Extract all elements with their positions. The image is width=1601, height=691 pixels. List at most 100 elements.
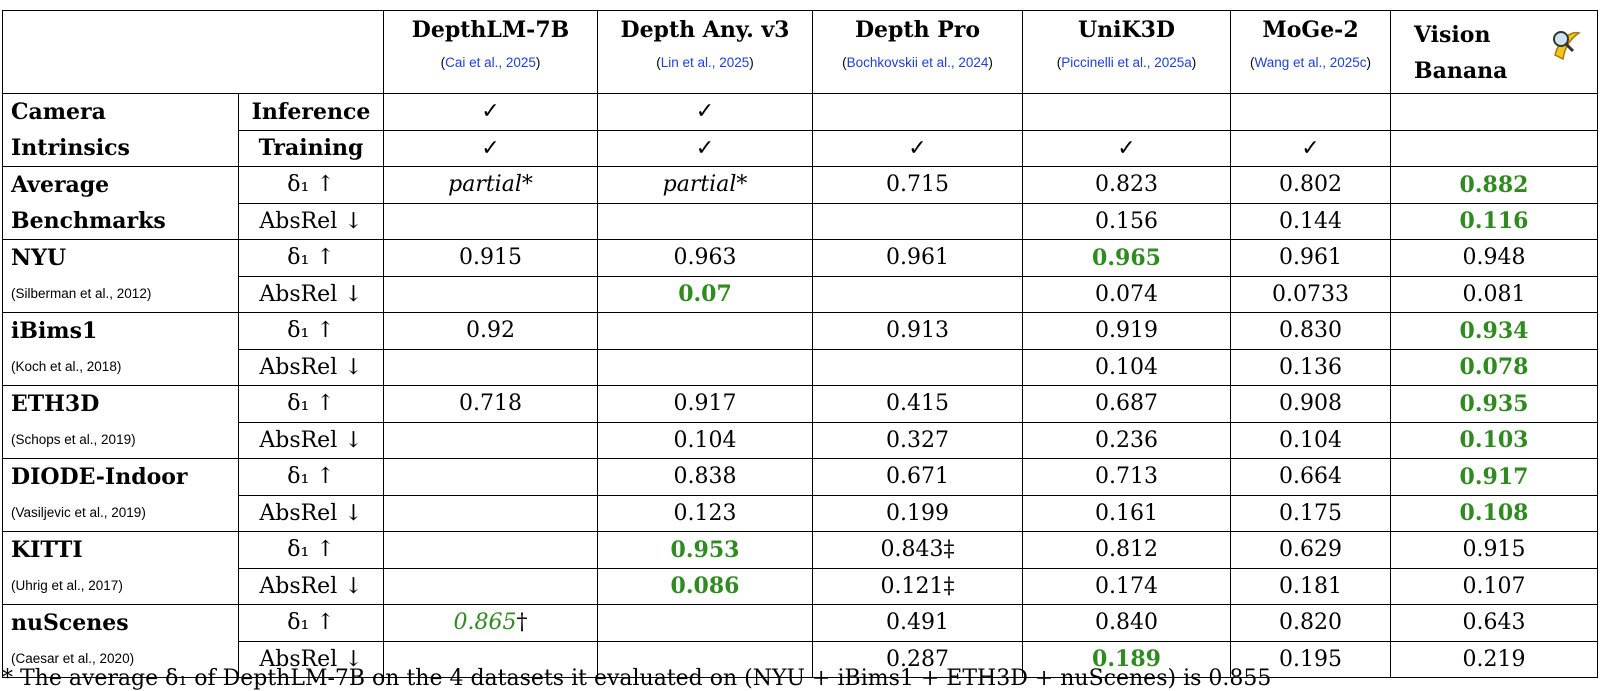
metric: AbsRel ↓ (238, 494, 384, 532)
value: ✓ (481, 135, 500, 161)
value: 0.935 (1459, 390, 1529, 417)
value: 0.865 (453, 610, 517, 636)
data-row: KITTI (Uhrig et al., 2017) δ₁ ↑ 0.953 0.843‡… (2, 531, 1598, 605)
citation: (Wang et al., 2025c) (1249, 55, 1372, 70)
value-cell (1230, 93, 1391, 131)
row-label: NYU (Silberman et al., 2012) (2, 239, 239, 313)
corner-cell (2, 10, 384, 94)
footnote-mark: † (516, 610, 528, 636)
data-row: AbsRel ↓ 0.07 0.074 0.0733 0.081 (3, 275, 1598, 313)
value-cell: partial* (383, 166, 598, 204)
value-cell: 0.917 (1390, 458, 1598, 496)
value-cell: 0.713 (1022, 458, 1231, 496)
data-row: AbsRel ↓ 0.123 0.199 0.161 0.175 0.108 (3, 494, 1598, 532)
value: 0.812 (1095, 537, 1158, 563)
value: 0.156 (1095, 208, 1158, 234)
citation: (Koch et al., 2018) (11, 359, 122, 374)
value: partial* (662, 172, 748, 198)
value-cell (812, 275, 1023, 313)
value-cell (1022, 93, 1231, 131)
value: 0.840 (1095, 610, 1158, 636)
value: 0.219 (1462, 646, 1526, 672)
value-cell: 0.830 (1230, 312, 1391, 350)
value-cell: 0.121‡ (812, 567, 1023, 605)
value-cell (383, 531, 598, 569)
cite-line: (Schops et al., 2019) (11, 422, 238, 458)
metric: δ₁ ↑ (238, 312, 384, 350)
label-line: iBims1 (11, 318, 98, 344)
value: 0.953 (670, 536, 740, 563)
cite: (Piccinelli et al., 2025a) (1024, 55, 1230, 70)
value: ✓ (481, 99, 500, 125)
cite-line: (Uhrig et al., 2017) (11, 568, 238, 604)
data-row: Training ✓ ✓ ✓ ✓ ✓ (3, 129, 1598, 167)
value: 0.199 (886, 500, 949, 526)
citation: (Lin et al., 2025) (656, 55, 754, 70)
value-cell (597, 604, 813, 642)
value: 0.917 (673, 391, 737, 417)
value-cell: 0.948 (1390, 239, 1598, 277)
value-cell: 0.643 (1390, 604, 1598, 642)
value-cell: 0.935 (1390, 385, 1598, 423)
value-cell: 0.919 (1022, 312, 1231, 350)
value-cell: 0.144 (1230, 202, 1391, 240)
value: 0.664 (1279, 464, 1342, 490)
value-cell: 0.415 (812, 385, 1023, 423)
value: 0.92 (466, 318, 515, 344)
value-cell: 0.104 (1230, 421, 1391, 459)
cite: (Wang et al., 2025c) (1232, 55, 1390, 70)
value-cell: 0.915 (1390, 531, 1598, 569)
value-cell (1390, 129, 1598, 167)
metric: δ₁ ↑ (238, 385, 384, 423)
value: partial* (448, 172, 533, 198)
value: 0.843‡ (880, 537, 955, 563)
data-row: iBims1 (Koch et al., 2018) δ₁ ↑ 0.92 0.913 0.… (2, 312, 1598, 386)
label-line: nuScenes (11, 610, 129, 636)
value-cell: 0.078 (1390, 348, 1598, 386)
header-row: DepthLM-7B (Cai et al., 2025) Depth Any. v… (2, 10, 1598, 94)
value-cell: 0.715 (812, 166, 1023, 204)
value: 0.948 (1462, 245, 1526, 271)
value: 0.116 (1459, 208, 1529, 235)
value: 0.718 (459, 391, 522, 417)
metric: AbsRel ↓ (238, 275, 384, 313)
data-row: AbsRel ↓ 0.104 0.327 0.236 0.104 0.103 (3, 421, 1598, 459)
method-name: Vision Banana (1414, 22, 1508, 84)
row-label: iBims1 (Koch et al., 2018) (2, 312, 239, 386)
value: 0.144 (1279, 208, 1342, 234)
value: 0.236 (1095, 427, 1158, 453)
value-cell: 0.915 (383, 239, 598, 277)
cite-line: (Vasiljevic et al., 2019) (11, 495, 238, 531)
value-cell: 0.953 (597, 531, 813, 569)
value-cell: 0.917 (597, 385, 813, 423)
value: 0.104 (1279, 427, 1342, 453)
value-cell: ✓ (1022, 129, 1231, 167)
value-cell: 0.671 (812, 458, 1023, 496)
value-cell: 0.104 (597, 421, 813, 459)
value: 0.882 (1459, 171, 1529, 198)
value-cell: 0.0733 (1230, 275, 1391, 313)
value-cell: 0.189 (1022, 640, 1231, 678)
value-cell: 0.961 (812, 239, 1023, 277)
value: ✓ (908, 135, 927, 161)
metric: δ₁ ↑ (238, 604, 384, 642)
citation: (Caesar et al., 2020) (11, 651, 135, 666)
footnote: * The average δ₁ of DepthLM-7B on the 4 … (2, 666, 1272, 691)
value-cell (383, 348, 598, 386)
value: ✓ (1301, 135, 1320, 161)
value: 0.838 (673, 464, 737, 490)
value: 0.961 (1279, 245, 1342, 271)
value: 0.121‡ (880, 573, 955, 599)
value-cell (1390, 93, 1598, 131)
metric: δ₁ ↑ (238, 239, 384, 277)
citation: (Uhrig et al., 2017) (11, 578, 123, 593)
value-cell (383, 275, 598, 313)
value-cell: 0.92 (383, 312, 598, 350)
data-row: Average Benchmarks δ₁ ↑ partial* partial* 0.7… (2, 166, 1598, 240)
value-cell (383, 567, 598, 605)
value: 0.491 (886, 610, 949, 636)
metric: Training (238, 129, 384, 167)
value-cell: 0.491 (812, 604, 1023, 642)
row-label: ETH3D (Schops et al., 2019) (2, 385, 239, 459)
